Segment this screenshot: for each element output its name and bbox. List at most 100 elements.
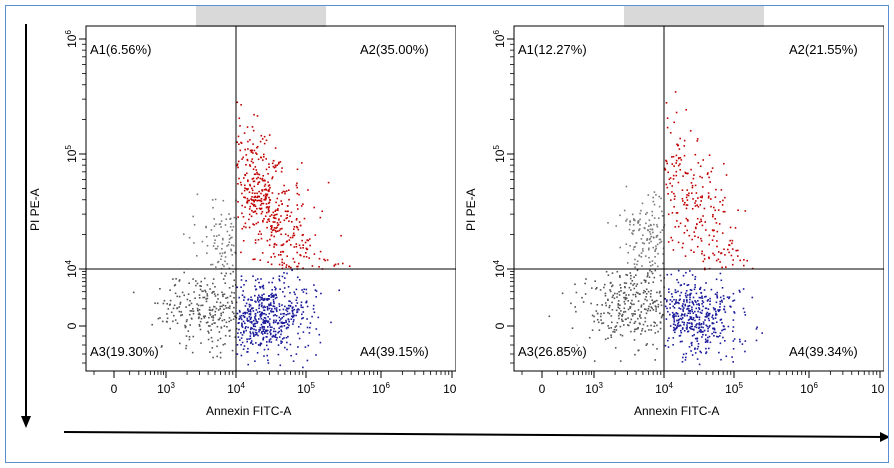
- event-point: [731, 356, 733, 358]
- event-point: [698, 327, 700, 329]
- event-point: [210, 229, 213, 231]
- event-point: [666, 273, 669, 276]
- event-point: [652, 302, 654, 305]
- event-point: [703, 207, 706, 210]
- event-point: [257, 278, 259, 280]
- event-point: [701, 252, 703, 255]
- event-point: [720, 252, 722, 255]
- event-point: [690, 316, 693, 319]
- event-point: [259, 314, 261, 316]
- event-point: [247, 298, 250, 300]
- event-point: [262, 286, 264, 288]
- event-point: [624, 298, 627, 301]
- event-point: [276, 164, 278, 166]
- event-point: [263, 322, 265, 325]
- event-point: [261, 327, 263, 329]
- event-point: [266, 195, 268, 197]
- event-point: [249, 184, 252, 187]
- event-point: [293, 308, 296, 311]
- event-point: [212, 278, 215, 280]
- event-point: [262, 312, 264, 315]
- event-point: [216, 301, 218, 303]
- event-point: [633, 263, 636, 265]
- event-point: [244, 305, 247, 307]
- event-point: [719, 332, 722, 334]
- event-point: [655, 235, 658, 237]
- event-point: [619, 214, 621, 217]
- event-point: [715, 312, 717, 315]
- event-point: [636, 283, 639, 285]
- event-point: [209, 325, 211, 327]
- event-point: [280, 254, 282, 256]
- event-point: [654, 359, 656, 361]
- event-point: [211, 292, 213, 294]
- event-point: [305, 247, 308, 250]
- event-point: [630, 302, 632, 304]
- event-point: [284, 210, 287, 213]
- event-point: [644, 227, 646, 230]
- event-point: [248, 338, 250, 340]
- event-point: [675, 302, 677, 304]
- event-point: [270, 214, 273, 216]
- event-point: [169, 289, 171, 291]
- event-point: [260, 305, 263, 308]
- event-point: [274, 330, 277, 333]
- event-point: [266, 354, 268, 357]
- event-point: [304, 346, 307, 348]
- event-point: [214, 247, 217, 250]
- event-point: [241, 212, 243, 215]
- event-point: [684, 304, 687, 307]
- event-point: [296, 186, 298, 189]
- event-point: [211, 340, 214, 343]
- event-point: [694, 278, 696, 280]
- event-point: [715, 278, 718, 281]
- event-point: [240, 251, 242, 254]
- event-point: [273, 319, 275, 322]
- event-point: [704, 307, 707, 310]
- event-point: [593, 360, 596, 362]
- event-point: [262, 306, 265, 309]
- event-point: [676, 319, 678, 322]
- event-point: [185, 306, 187, 308]
- event-point: [247, 320, 249, 322]
- event-point: [252, 323, 255, 326]
- event-point: [233, 297, 235, 299]
- event-point: [723, 308, 726, 311]
- event-point: [645, 308, 647, 311]
- event-point: [705, 351, 708, 353]
- event-point: [250, 215, 253, 218]
- event-point: [252, 203, 254, 206]
- event-point: [682, 175, 684, 177]
- event-point: [243, 296, 246, 298]
- event-point: [635, 295, 637, 298]
- event-point: [291, 315, 293, 317]
- event-point: [319, 216, 322, 219]
- event-point: [249, 304, 252, 307]
- event-point: [271, 336, 274, 338]
- event-point: [682, 242, 684, 245]
- event-point: [672, 344, 674, 346]
- event-point: [683, 283, 686, 285]
- event-point: [260, 332, 263, 334]
- event-point: [321, 210, 323, 213]
- event-point: [278, 316, 281, 319]
- event-point: [717, 336, 719, 338]
- event-point: [289, 300, 291, 303]
- event-point: [267, 348, 270, 351]
- event-point: [716, 291, 718, 294]
- event-point: [274, 255, 276, 258]
- event-point: [644, 255, 647, 257]
- event-point: [640, 306, 643, 308]
- event-point: [197, 309, 199, 312]
- event-point: [202, 296, 204, 299]
- event-point: [253, 205, 255, 207]
- event-point: [250, 149, 253, 152]
- event-point: [707, 197, 710, 199]
- event-point: [634, 320, 637, 323]
- event-point: [251, 327, 254, 330]
- event-point: [288, 239, 291, 241]
- event-point: [246, 317, 249, 320]
- event-point: [681, 328, 684, 330]
- event-point: [640, 209, 642, 212]
- event-point: [660, 240, 663, 243]
